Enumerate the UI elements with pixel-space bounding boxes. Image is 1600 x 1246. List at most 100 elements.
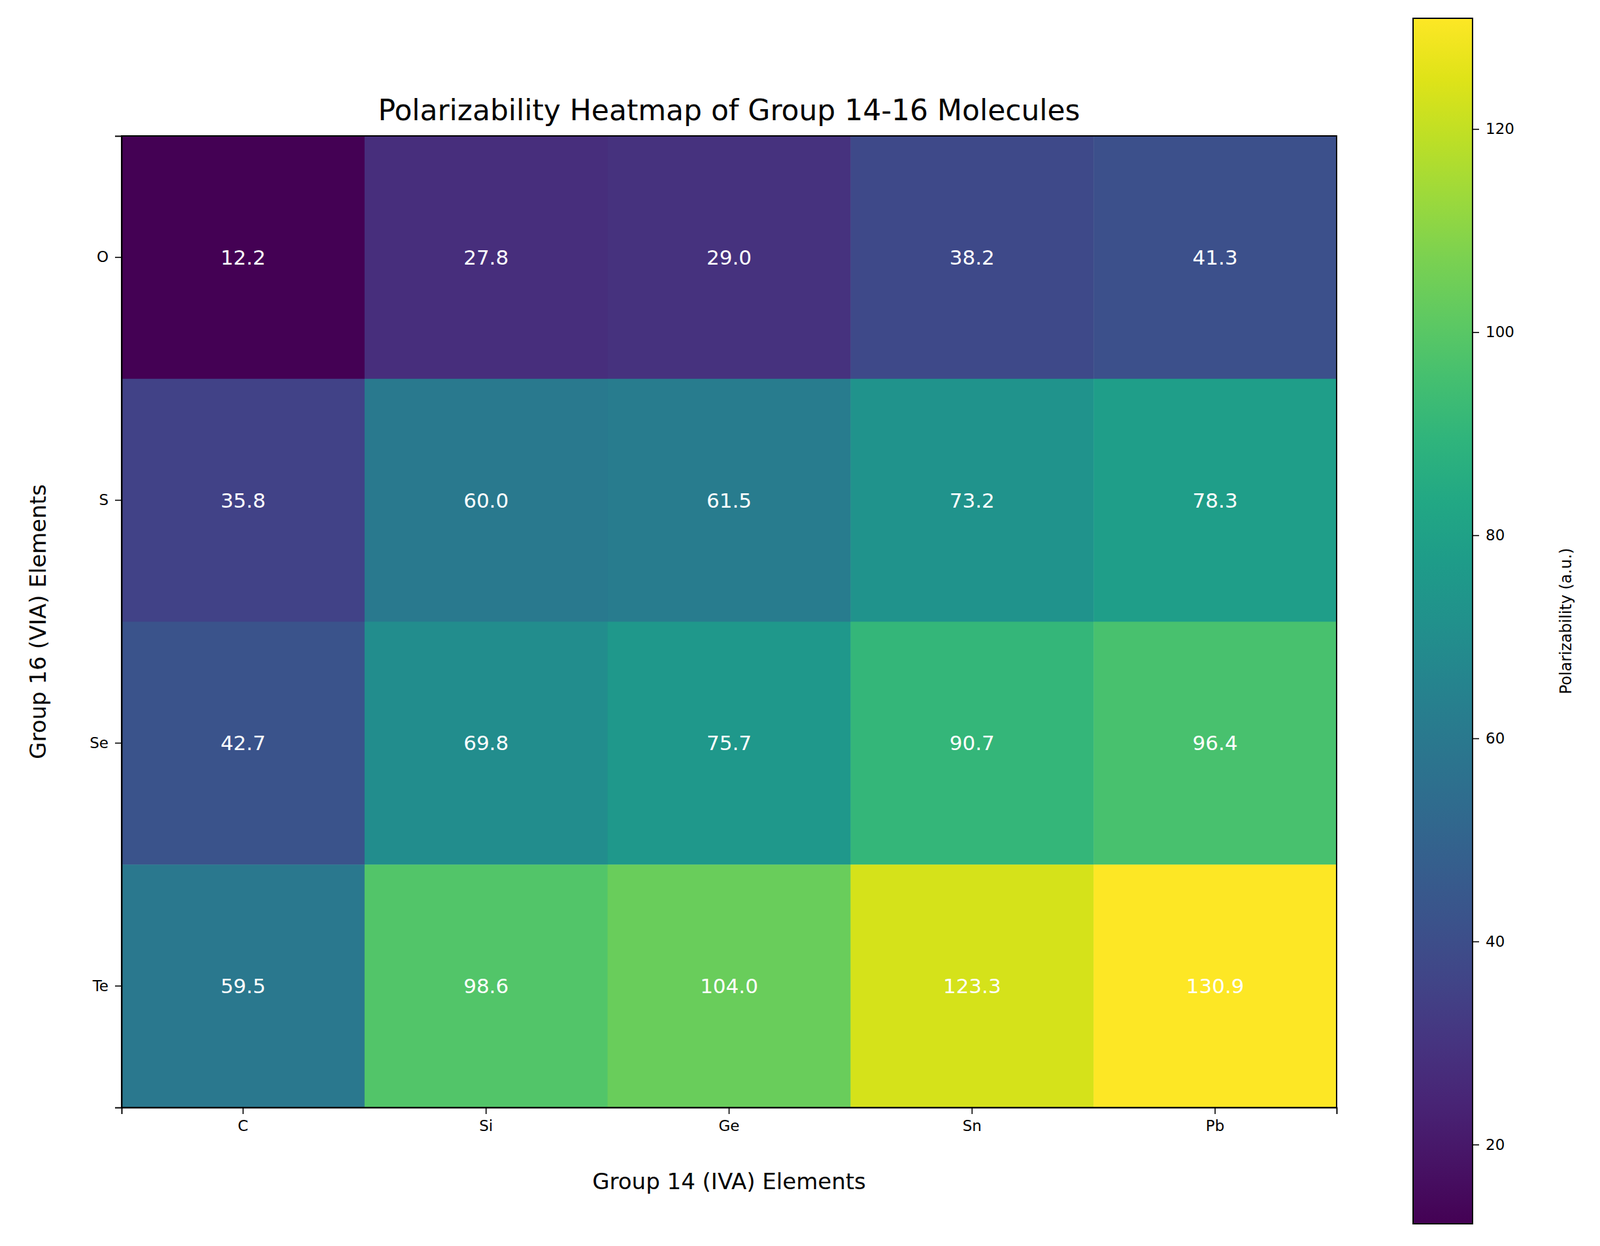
tick-mark: [1472, 1144, 1480, 1146]
heatmap-cell: [607, 135, 851, 380]
heatmap-cell: [1093, 379, 1337, 623]
tick-label: Te: [92, 977, 109, 995]
tick-label: Si: [479, 1117, 493, 1135]
tick-mark: [1214, 1107, 1216, 1115]
heatmap-cell: [364, 864, 608, 1108]
heatmap-cell: [364, 135, 608, 380]
heatmap-cell: [121, 864, 365, 1108]
heatmap-cell: [607, 864, 851, 1108]
tick-label: 100: [1485, 323, 1515, 341]
cells: [121, 135, 1337, 1108]
tick-label: O: [96, 248, 109, 266]
tick-mark: [1472, 941, 1480, 944]
tick: C: [237, 1107, 249, 1135]
tick-label: Se: [89, 734, 109, 752]
tick-mark: [971, 1107, 974, 1115]
tick: 80: [1472, 526, 1505, 544]
data-label: 123.3: [943, 974, 1002, 999]
data-label: 104.0: [700, 974, 759, 999]
data-label: 78.3: [1192, 488, 1238, 513]
colorbar-frame: [1413, 18, 1473, 1225]
tick-mark: [485, 1107, 487, 1115]
heatmap-cell: [607, 622, 851, 866]
colorbar: [1413, 18, 1473, 1225]
tick-mark: [728, 1107, 731, 1115]
data-label: 42.7: [220, 731, 266, 755]
tick-mark: [115, 985, 122, 987]
tick-label: 120: [1485, 120, 1515, 138]
tick-mark: [115, 743, 122, 745]
heatmap-cell: [607, 379, 851, 623]
tick: 40: [1472, 933, 1505, 951]
heatmap-cell: [850, 135, 1094, 380]
data-label: 35.8: [220, 488, 266, 513]
tick-label: C: [237, 1117, 249, 1135]
heatmap-cell: [121, 622, 365, 866]
heatmap-cell: [364, 622, 608, 866]
heatmap-cell: [1093, 622, 1337, 866]
tick-mark: [115, 256, 122, 259]
tick-mark: [1472, 128, 1480, 131]
heatmap-cell: [1093, 135, 1337, 380]
tick-mark: [242, 1107, 244, 1115]
heatmap-cell: [1093, 864, 1337, 1108]
heatmap-cell: [364, 379, 608, 623]
y-axis: O S Se Te: [89, 136, 122, 1109]
data-label: 38.2: [949, 245, 995, 270]
tick: Pb: [1205, 1107, 1225, 1135]
heatmap-cell: [121, 135, 365, 380]
heatmap-cell: [121, 379, 365, 623]
tick: O: [96, 248, 122, 266]
tick: 100: [1472, 323, 1515, 341]
y-axis-title: Group 16 (VIA) Elements: [24, 484, 51, 760]
chart-title: Polarizability Heatmap of Group 14-16 Mo…: [377, 93, 1080, 127]
tick: 120: [1472, 120, 1515, 138]
tick-mark: [1472, 738, 1480, 740]
tick-label: 20: [1485, 1136, 1505, 1154]
tick-label: 60: [1485, 730, 1505, 748]
x-axis-title: Group 14 (IVA) Elements: [592, 1168, 867, 1195]
tick-label: 80: [1485, 526, 1505, 544]
tick-mark: [115, 500, 122, 502]
tick-label: Ge: [718, 1117, 740, 1135]
colorbar-axis: 20 40 60 80 100 120: [1472, 18, 1515, 1225]
data-label: 90.7: [949, 731, 995, 755]
tick-label: Sn: [962, 1117, 982, 1135]
tick-label: 40: [1485, 933, 1505, 951]
axis-line: [1473, 18, 1480, 1225]
data-label: 75.7: [706, 731, 752, 755]
data-label: 60.0: [463, 488, 509, 513]
axis-line: [115, 136, 123, 1109]
data-label: 69.8: [463, 731, 509, 755]
axis-line: [122, 1108, 1338, 1116]
tick-label: S: [98, 491, 109, 509]
heatmap-cell: [850, 622, 1094, 866]
tick: Te: [92, 977, 122, 995]
data-label: 130.9: [1186, 974, 1245, 999]
tick: Ge: [718, 1107, 740, 1135]
data-label: 98.6: [463, 974, 509, 999]
tick: Se: [89, 734, 122, 752]
data-label: 27.8: [463, 245, 509, 270]
tick: Sn: [962, 1107, 982, 1135]
data-label: 73.2: [949, 488, 995, 513]
tick: 20: [1472, 1136, 1505, 1154]
plot-frame: [121, 135, 1337, 1108]
tick: 60: [1472, 730, 1505, 748]
data-label: 59.5: [220, 974, 266, 999]
chart-root: 12.2 27.8 29.0 38.2 41.3 35.8 60.0 61.5 73.2 78.3…: [0, 0, 1600, 1246]
data-label: 61.5: [706, 488, 752, 513]
heatmap-cell: [850, 379, 1094, 623]
tick: Si: [479, 1107, 493, 1135]
tick-mark: [1472, 535, 1480, 537]
colorbar-title: Polarizability (a.u.): [1556, 548, 1576, 695]
tick: S: [98, 491, 122, 509]
cell-labels: 12.2 27.8 29.0 38.2 41.3 35.8 60.0 61.5 73.2 78.3…: [220, 245, 1244, 999]
x-axis: C Si Ge Sn Pb: [122, 1107, 1338, 1135]
data-label: 12.2: [220, 245, 266, 270]
data-label: 29.0: [706, 245, 752, 270]
heatmap-cell: [850, 864, 1094, 1108]
tick-mark: [1472, 332, 1480, 334]
data-label: 41.3: [1192, 245, 1238, 270]
data-label: 96.4: [1192, 731, 1238, 755]
